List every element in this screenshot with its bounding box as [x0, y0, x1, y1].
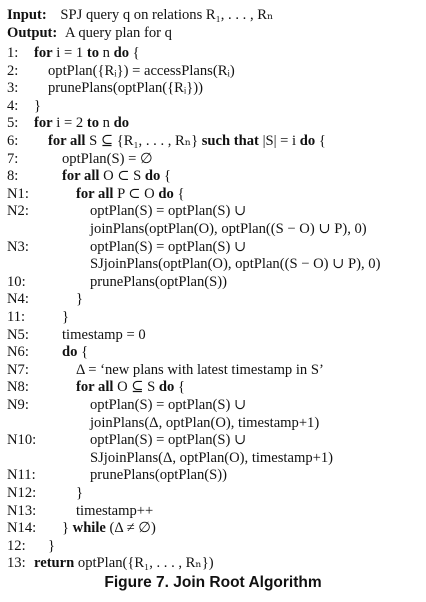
line-code: for i = 2 to n do [34, 115, 130, 132]
line-number: N14: [7, 520, 37, 537]
line-code: } [76, 485, 84, 501]
algorithm-line: N4:} [0, 289, 426, 310]
line-number: N8: [7, 379, 29, 396]
output-text: A query plan for q [64, 25, 172, 41]
output-line: Output: A query plan for q [7, 24, 172, 42]
algorithm-line: 2: optPlan({Rᵢ}) = accessPlans(Rᵢ) [0, 61, 426, 82]
line-number: 1: [7, 45, 19, 61]
line-code: timestamp = 0 [62, 326, 146, 343]
line-number: N13: [7, 502, 37, 519]
line-code: for all O ⊂ S do { [62, 168, 171, 185]
algorithm-line: 6: for all S ⊆ {R₁, . . . , Rₙ} such that… [0, 131, 426, 152]
line-number: N5: [7, 326, 29, 343]
line-number: 3: [7, 80, 19, 97]
output-label: Output: [7, 25, 58, 41]
line-number: N6: [7, 344, 29, 361]
algorithm-line: 3: prunePlans(optPlan({Rᵢ})) [0, 78, 426, 99]
line-code: prunePlans(optPlan(S)) [90, 273, 228, 290]
line-number: N9: [7, 397, 29, 413]
line-code: Δ = ‘new plans with latest timestamp in … [76, 361, 324, 378]
line-number: 5: [7, 115, 19, 132]
line-code: do { [62, 344, 89, 361]
line-code: SJjoinPlans(Δ, optPlan(O), timestamp+1) [90, 449, 333, 466]
algorithm-line: N2: optPlan(S) = optPlan(S) ∪ [0, 201, 426, 222]
algorithm-line: N3: optPlan(S) = optPlan(S) ∪ [0, 237, 426, 258]
algorithm-line: 1: for i = 1 to n do { [0, 43, 426, 64]
line-number: N10: [7, 432, 37, 449]
line-number: 8: [7, 168, 19, 185]
algorithm-line: 7: optPlan(S) = ∅ [0, 149, 426, 170]
line-number: 11: [7, 309, 26, 325]
line-code: } [48, 537, 56, 554]
algorithm-line: 4:} [0, 96, 426, 117]
algorithm-line: N5: timestamp = 0 [0, 325, 426, 346]
algorithm-line: 8: for all O ⊂ S do { [0, 166, 426, 187]
line-code: prunePlans(optPlan(S)) [90, 467, 228, 484]
line-number: N1: [7, 185, 29, 202]
line-code: optPlan(S) = ∅ [62, 150, 153, 167]
input-label: Input: [7, 7, 47, 23]
line-code: optPlan(S) = optPlan(S) ∪ [90, 203, 247, 220]
algorithm-line: N1: for all P ⊂ O do { [0, 184, 426, 205]
line-code: for all P ⊂ O do { [76, 185, 185, 202]
algorithm-line: 13: return optPlan({R₁, . . . , Rₙ}) [0, 553, 426, 574]
line-code: optPlan(S) = optPlan(S) ∪ [90, 238, 247, 255]
line-code: } [34, 97, 42, 114]
line-number: N11: [7, 467, 36, 484]
algorithm-line: 5: for i = 2 to n do [0, 113, 426, 134]
line-number: 4: [7, 97, 19, 114]
algorithm-line: N9: optPlan(S) = optPlan(S) ∪ [0, 395, 426, 416]
line-code: joinPlans(Δ, optPlan(O), timestamp+1) [90, 414, 320, 431]
algorithm-line: N10: optPlan(S) = optPlan(S) ∪ [0, 430, 426, 451]
line-code: SJjoinPlans(optPlan(O), optPlan((S − O) … [90, 256, 381, 273]
line-code: } [76, 291, 84, 308]
line-code: optPlan(S) = optPlan(S) ∪ [90, 432, 247, 449]
line-code: joinPlans(optPlan(O), optPlan((S − O) ∪ … [90, 221, 367, 237]
algorithm-line: N11: prunePlans(optPlan(S)) [0, 465, 426, 486]
line-code: return optPlan({R₁, . . . , Rₙ}) [34, 555, 214, 572]
line-code: } [62, 309, 70, 325]
line-number: 2: [7, 62, 19, 79]
line-number: 10: [7, 273, 26, 290]
algorithm-line: N7: Δ = ‘new plans with latest timestamp … [0, 360, 426, 381]
line-number: 12: [7, 537, 26, 554]
algorithm-line: SJjoinPlans(Δ, optPlan(O), timestamp+1) [0, 448, 426, 469]
algorithm-line: N6: do { [0, 342, 426, 363]
line-number: 13: [7, 555, 26, 572]
algorithm-line: joinPlans(Δ, optPlan(O), timestamp+1) [0, 413, 426, 434]
line-code: } while (Δ ≠ ∅) [62, 520, 156, 537]
algorithm-line: 11:} [0, 307, 426, 328]
line-number: N2: [7, 203, 29, 220]
line-code: optPlan(S) = optPlan(S) ∪ [90, 397, 247, 413]
line-number: N3: [7, 238, 29, 255]
input-line: Input: SPJ query q on relations R₁, . . … [7, 6, 273, 24]
line-number: N12: [7, 485, 37, 501]
algorithm-line: SJjoinPlans(optPlan(O), optPlan((S − O) … [0, 254, 426, 275]
line-number: N7: [7, 361, 29, 378]
algorithm-line: joinPlans(optPlan(O), optPlan((S − O) ∪ … [0, 219, 426, 240]
line-code: for all S ⊆ {R₁, . . . , Rₙ} such that |… [48, 133, 326, 149]
line-number: N4: [7, 291, 29, 308]
line-code: for i = 1 to n do { [34, 45, 140, 61]
algorithm-line: 12:} [0, 536, 426, 557]
line-number: 6: [7, 133, 19, 149]
line-number: 7: [7, 150, 19, 167]
algorithm-line: 10: prunePlans(optPlan(S)) [0, 272, 426, 293]
algorithm-line: N13: timestamp++ [0, 501, 426, 522]
algorithm-line: N8: for all O ⊆ S do { [0, 377, 426, 398]
algorithm-line: N12:} [0, 483, 426, 504]
line-code: timestamp++ [76, 502, 154, 519]
line-code: prunePlans(optPlan({Rᵢ})) [48, 80, 204, 97]
input-text: SPJ query q on relations R₁, . . . , Rₙ [60, 7, 274, 23]
line-code: for all O ⊆ S do { [76, 379, 185, 396]
line-code: optPlan({Rᵢ}) = accessPlans(Rᵢ) [48, 62, 235, 79]
figure-caption: Figure 7. Join Root Algorithm [104, 574, 322, 591]
algorithm-line: N14: } while (Δ ≠ ∅) [0, 518, 426, 539]
